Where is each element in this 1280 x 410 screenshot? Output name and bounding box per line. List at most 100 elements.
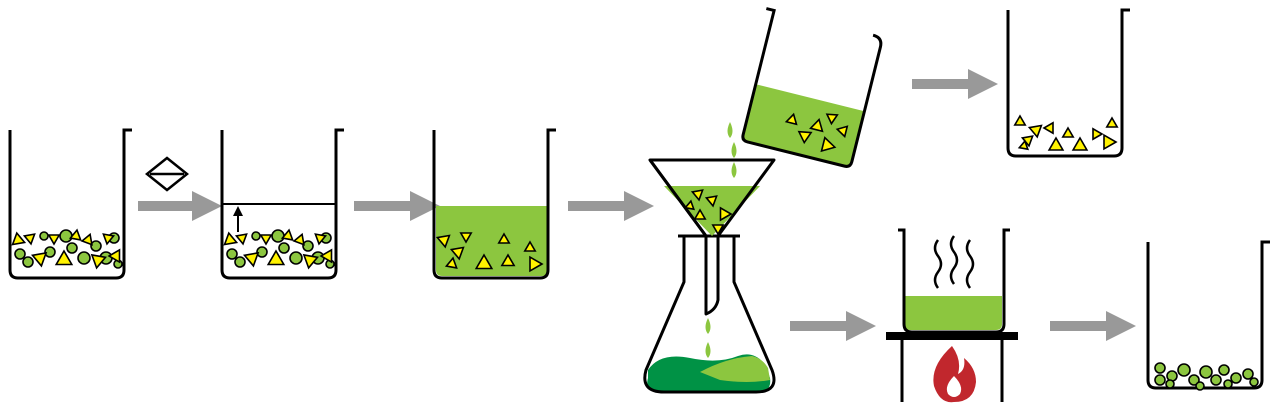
crystal-triangle — [47, 234, 61, 246]
crystal-triangle — [500, 253, 516, 267]
crystal-triangle — [1092, 127, 1104, 141]
particle-circle — [1195, 381, 1205, 391]
crystal-triangle — [30, 251, 48, 268]
crystals-in-tilted-beaker — [784, 112, 849, 153]
undissolved-crystals — [435, 232, 544, 273]
crystal-triangle — [22, 233, 36, 246]
crystal-triangle — [444, 256, 458, 269]
particle-circle — [1154, 362, 1166, 374]
particle-circle — [90, 240, 102, 252]
crystal-triangle — [797, 130, 813, 145]
steam-icon — [933, 235, 975, 289]
particle-circle — [44, 246, 56, 258]
funnel-icon — [648, 158, 776, 316]
crystal-triangle — [280, 228, 294, 241]
particle-circle — [1230, 372, 1242, 384]
crystal-triangle — [319, 248, 333, 264]
particle-circle — [1249, 377, 1259, 387]
step-dissolved — [432, 128, 556, 280]
particle-circle — [1210, 374, 1222, 386]
flame-icon — [933, 346, 976, 403]
crystal-triangle — [107, 248, 121, 264]
particle-circle — [256, 246, 268, 258]
crystal-triangle — [1105, 116, 1119, 128]
evaporating-solution — [904, 296, 1002, 330]
crystal-triangle — [1027, 124, 1043, 139]
crystal-triangle — [449, 246, 465, 261]
particle-circle — [226, 248, 238, 260]
tilted-beaker-icon — [741, 7, 883, 168]
crystal-triangle — [234, 233, 248, 246]
collected-crystals — [1013, 114, 1119, 151]
particle-circle — [66, 242, 78, 254]
particle-circle — [22, 256, 34, 268]
step-evaporation — [886, 228, 1018, 403]
crystal-triangle — [1061, 126, 1075, 138]
particle-circle — [1223, 379, 1233, 389]
obtained-particles — [1154, 362, 1259, 391]
crystal-triangle — [223, 231, 239, 246]
particle-circle — [278, 242, 290, 254]
crystal-triangle — [242, 251, 260, 268]
crystal-triangle — [1071, 136, 1089, 151]
crystal-triangle — [820, 136, 837, 153]
particle-circle — [77, 251, 91, 265]
crystal-triangle — [825, 113, 839, 126]
particle-circle — [1177, 363, 1191, 377]
crystal-triangle — [683, 199, 696, 211]
crystal-triangle — [1103, 133, 1118, 151]
funnel-solution — [664, 186, 760, 236]
crystal-triangle — [704, 195, 718, 208]
particle-circle — [234, 256, 246, 268]
filtrate-light — [700, 356, 770, 382]
particle-circle — [39, 231, 49, 241]
mixture-solids — [223, 228, 335, 270]
crystal-triangle — [719, 206, 733, 222]
crystal-triangle — [784, 112, 798, 126]
drip-icon — [705, 122, 737, 358]
particle-circle — [1188, 374, 1200, 386]
crystal-triangle — [529, 255, 544, 273]
step-residue-collected — [741, 7, 1130, 168]
particle-circle — [1165, 379, 1175, 389]
crystal-triangle — [435, 234, 451, 249]
crystal-triangle — [497, 232, 511, 244]
crystal-triangle — [1017, 139, 1030, 151]
hotplate-icon — [886, 332, 1018, 402]
crystal-triangle — [1047, 136, 1065, 151]
crystal-triangle — [68, 228, 82, 241]
crystal-triangle — [292, 232, 305, 246]
crystal-triangle — [302, 253, 320, 270]
crystal-triangle — [80, 232, 93, 246]
crystal-triangle — [266, 249, 286, 266]
step-filtration — [643, 122, 776, 394]
step-crystals-obtained — [1146, 240, 1270, 391]
crystal-triangle — [1013, 114, 1027, 126]
beaker-outline — [1146, 240, 1270, 390]
beaker-outline — [8, 128, 132, 280]
particle-circle — [271, 229, 285, 243]
crystal-triangle — [474, 253, 494, 270]
crystal-triangle — [102, 233, 116, 246]
beaker-mixture — [8, 128, 132, 280]
crystal-triangle — [314, 233, 328, 246]
crystal-triangle — [54, 249, 74, 266]
fill-level-arrow-icon — [233, 206, 243, 232]
particle-circle — [302, 240, 314, 252]
beaker-outline — [432, 128, 556, 280]
particle-circle — [1154, 374, 1166, 386]
particle-circle — [14, 248, 26, 260]
erlenmeyer-flask-icon — [643, 234, 776, 394]
step-mixture — [8, 128, 132, 280]
mixture-solids — [11, 228, 123, 270]
particle-circle — [251, 231, 261, 241]
beaker-crystals — [1006, 8, 1130, 158]
crystal-triangle — [693, 208, 707, 220]
filtered-crystals — [683, 189, 733, 236]
particle-circle — [1218, 364, 1230, 376]
particle-circle — [59, 229, 73, 243]
solvent-symbol-icon — [144, 156, 190, 192]
crystal-triangle — [523, 240, 537, 252]
crystal-triangle — [835, 125, 849, 139]
step-add-solvent — [220, 128, 344, 280]
